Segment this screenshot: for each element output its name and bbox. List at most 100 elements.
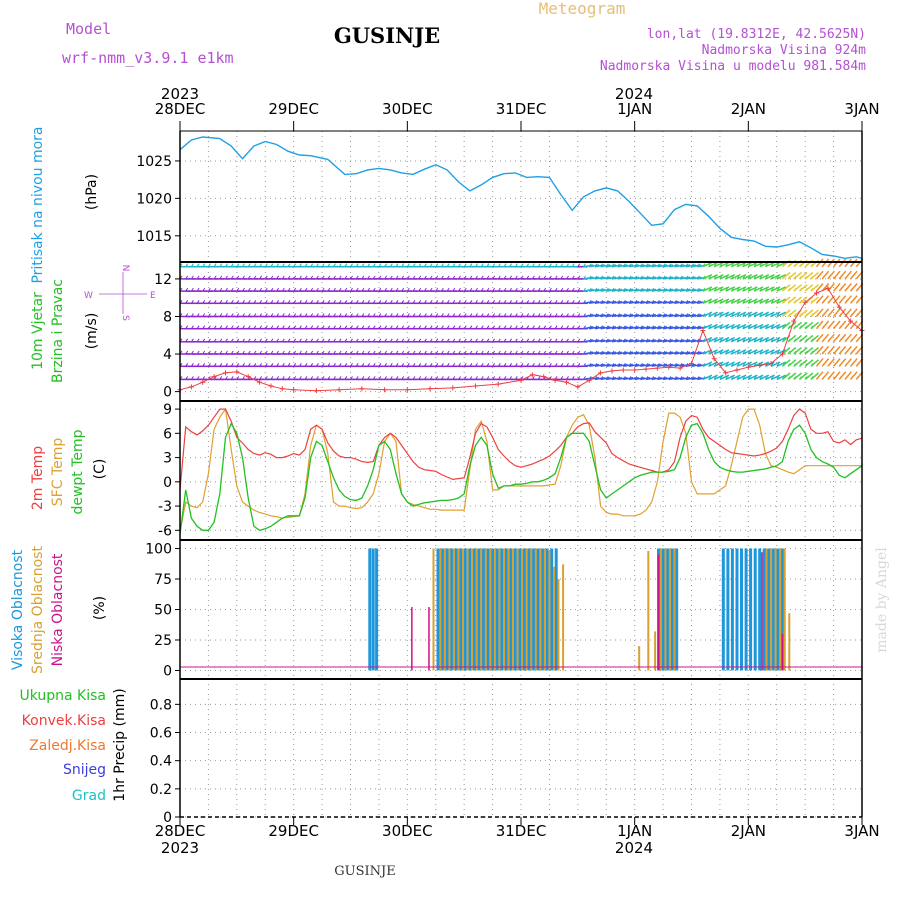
- wind-barb-flag: [588, 275, 592, 280]
- wind-barb-flag: [321, 300, 325, 304]
- bottom-day-label: 2JAN: [731, 822, 766, 840]
- wind-barb-flag: [838, 275, 842, 280]
- wind-barb-flag: [418, 376, 422, 380]
- wind-barb-flag: [202, 263, 206, 267]
- wind-barb-flag: [730, 350, 734, 355]
- wind-barb-flag: [622, 263, 626, 267]
- wind-barb: [645, 288, 657, 292]
- wind-barb-flag: [264, 363, 268, 367]
- wind-barb-flag: [793, 287, 797, 292]
- wind-barb-flag: [350, 325, 353, 329]
- wind-barb-flag: [225, 287, 228, 292]
- wind-barb: [713, 374, 724, 381]
- wind-barb: [713, 286, 724, 292]
- wind-barb: [691, 351, 702, 355]
- wind-barb-flag: [787, 287, 791, 292]
- wind-barb-flag: [662, 275, 666, 280]
- wind-barb-flag: [799, 275, 802, 280]
- wind-barb-flag: [617, 275, 621, 280]
- wind-barb-flag: [196, 263, 200, 267]
- wind-barb-flag: [242, 363, 245, 367]
- wind-barb: [668, 276, 679, 280]
- cloud-bar: [788, 613, 791, 671]
- wind-speed-marker: [200, 379, 206, 385]
- temp2m-axis-label: 2m Temp: [30, 446, 46, 510]
- wind-barb-flag: [628, 313, 632, 317]
- wind-barb: [589, 313, 600, 318]
- wind-barb-flag: [281, 287, 285, 292]
- wind-barb-flag: [475, 300, 478, 304]
- wind-barb-flag: [429, 263, 433, 267]
- wind-barb-flag: [185, 350, 189, 355]
- wind-barb-flag: [696, 363, 700, 367]
- wind-barb-flag: [423, 350, 427, 355]
- wind-barb-flag: [850, 300, 854, 304]
- wind-barb-flag: [531, 350, 535, 355]
- wind-speed-marker: [211, 374, 217, 380]
- wind-barb-flag: [389, 275, 393, 280]
- wind-barb-flag: [668, 263, 672, 267]
- wind-barb-flag: [259, 350, 263, 355]
- wind-barb-flag: [372, 350, 376, 355]
- wind-barb-flag: [605, 363, 609, 367]
- wind-barb-flag: [412, 287, 416, 292]
- wind-barb-flag: [708, 338, 712, 343]
- wind-barb-flag: [566, 300, 569, 304]
- wind-barb-flag: [327, 325, 331, 329]
- wind-barb-flag: [293, 376, 297, 380]
- cloud-bar: [721, 548, 725, 671]
- wind-barb-flag: [344, 325, 348, 329]
- cloud-bar: [562, 564, 565, 671]
- top-day-label: 3JAN: [844, 100, 879, 118]
- wind-barb-flag: [583, 313, 586, 317]
- wind-barb: [742, 323, 753, 330]
- wind-barb-flag: [327, 363, 331, 367]
- wind-barb-flag: [514, 313, 518, 317]
- wind-barb-flag: [225, 350, 228, 355]
- wind-barb-flag: [827, 313, 831, 317]
- wind-barb-flag: [270, 263, 274, 267]
- wind-barb-flag: [492, 275, 496, 280]
- wind-barb-flag: [196, 376, 200, 380]
- wind-barb-flag: [736, 338, 740, 343]
- bottom-day-label: 30DEC: [382, 822, 433, 840]
- cloud-bar: [730, 548, 734, 671]
- wind-barb-flag: [537, 363, 541, 367]
- wind-barb-flag: [321, 350, 325, 355]
- wind-barb-flag: [207, 363, 211, 367]
- cloud-bar: [661, 548, 665, 671]
- wind-barb-flag: [378, 376, 382, 380]
- wind-barb-flag: [298, 363, 302, 367]
- wind-barb-flag: [503, 338, 507, 343]
- wind-speed-marker: [188, 384, 194, 390]
- wind-barb-flag: [668, 376, 672, 380]
- wind-speed-marker: [313, 388, 319, 394]
- wind-barb-flag: [225, 363, 228, 367]
- wind-barb-flag: [770, 338, 774, 343]
- cloud-bar: [463, 548, 467, 671]
- wind-barb-flag: [685, 325, 689, 329]
- wind-barb-flag: [702, 313, 706, 317]
- wind-barb-flag: [446, 263, 450, 267]
- wind-barb-flag: [469, 376, 473, 380]
- cloud-bar: [480, 548, 483, 671]
- wind-barb-flag: [225, 313, 228, 317]
- wind-speed-marker: [529, 372, 535, 378]
- wind-barb-flag: [458, 287, 461, 292]
- cloud-bar: [668, 548, 671, 671]
- wind-barb-flag: [793, 338, 797, 343]
- wind-barb: [730, 361, 741, 367]
- wind-barb-flag: [662, 287, 666, 292]
- wind-barb-flag: [361, 300, 365, 304]
- wind-barb-flag: [321, 325, 325, 329]
- wind-barb-flag: [759, 300, 763, 304]
- wind-barb-flag: [333, 350, 336, 355]
- wind-barb-flag: [571, 350, 575, 355]
- wind-barb-flag: [264, 338, 268, 343]
- wind-barb-flag: [509, 275, 513, 280]
- wind-barb-flag: [475, 263, 478, 267]
- wind-barb-flag: [651, 313, 655, 317]
- wind-barb-flag: [202, 287, 206, 292]
- wind-barb-flag: [838, 338, 842, 343]
- wind-barb-flag: [372, 263, 376, 267]
